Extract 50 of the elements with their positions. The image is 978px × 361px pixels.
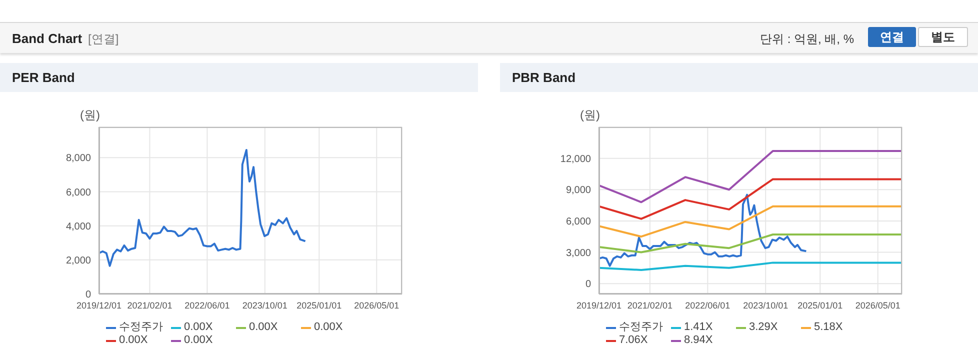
x-tick-label: 2021/02/01: [127, 300, 172, 310]
legend-label: 1.41X: [684, 321, 713, 334]
y-tick-label: 3,000: [566, 248, 592, 259]
y-tick-label: 12,000: [560, 154, 592, 165]
y-tick-label: 0: [585, 279, 592, 290]
chart-title: PER Band: [12, 70, 75, 85]
text: [연결]: [88, 31, 119, 48]
x-tick-label: 2026/05/01: [855, 300, 900, 310]
x-tick-label: 2026/05/01: [354, 300, 400, 310]
line-series: [599, 178, 902, 220]
y-tick-label: 8,000: [66, 153, 92, 164]
legend-label: 0.00X: [184, 321, 213, 334]
legend-label: 0.00X: [249, 321, 278, 334]
text: 단위 : 억원, 배, %: [760, 31, 854, 48]
y-axis-title: (원): [80, 107, 100, 124]
text: Band Chart: [12, 31, 82, 46]
x-tick-label: 2022/06/01: [184, 300, 230, 310]
line-series: [599, 234, 902, 254]
y-axis-title: (원): [580, 107, 600, 124]
legend-label: 0.00X: [119, 334, 148, 347]
y-tick-label: 6,000: [566, 216, 592, 228]
legend-label: 8.94X: [684, 334, 713, 347]
x-tick-label: 2021/02/01: [627, 300, 672, 310]
x-tick-label: 2023/10/01: [743, 300, 788, 310]
line-series: [599, 194, 808, 267]
x-tick-label: 2025/01/01: [296, 300, 342, 310]
y-tick-label: 0: [85, 290, 92, 301]
line-series: [599, 150, 902, 204]
line-series: [599, 262, 902, 271]
legend-label: 수정주가: [119, 321, 163, 334]
y-tick-label: 4,000: [66, 221, 92, 232]
line-series: [599, 205, 902, 238]
y-tick-label: 6,000: [66, 187, 92, 198]
y-tick-label: 9,000: [566, 185, 592, 196]
text: 별도: [918, 27, 968, 47]
x-tick-label: 2023/10/01: [242, 300, 288, 310]
legend-label: 7.06X: [619, 334, 648, 347]
legend-label: 수정주가: [619, 321, 663, 334]
legend-label: 5.18X: [814, 321, 843, 334]
y-tick-label: 2,000: [66, 255, 92, 266]
x-tick-label: 2019/12/01: [576, 300, 622, 310]
chart-title: PBR Band: [512, 70, 576, 85]
x-tick-label: 2019/12/01: [76, 300, 122, 310]
x-tick-label: 2025/01/01: [798, 300, 843, 310]
legend-label: 0.00X: [314, 321, 343, 334]
line-series: [99, 149, 306, 267]
legend-label: 3.29X: [749, 321, 778, 334]
x-tick-label: 2022/06/01: [685, 300, 730, 310]
legend-label: 0.00X: [184, 334, 213, 347]
text: 연결: [868, 27, 916, 47]
